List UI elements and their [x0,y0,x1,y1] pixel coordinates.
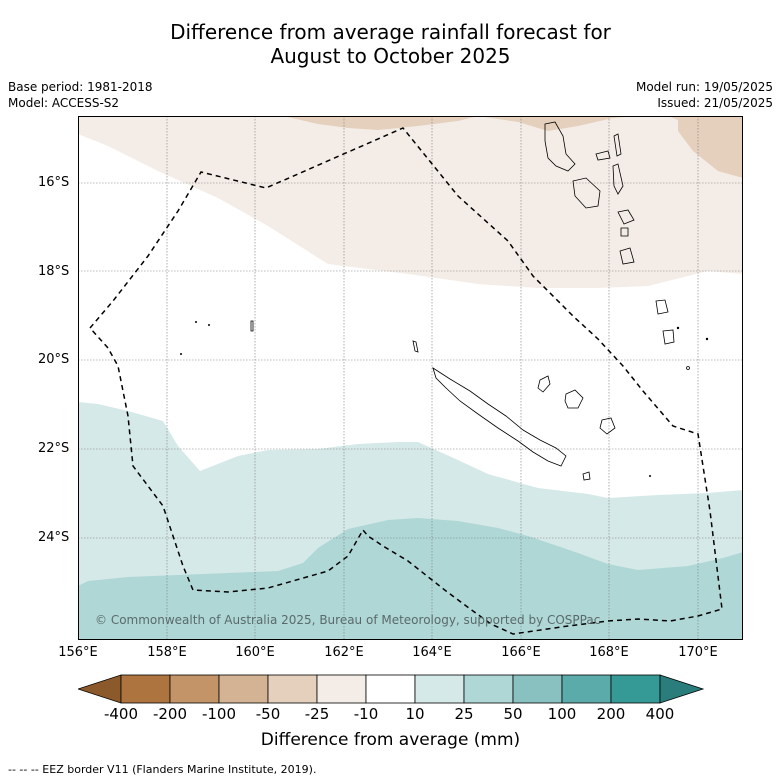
colorbar-tick-label: 25 [454,705,474,723]
title-line-1: Difference from average rainfall forecas… [170,20,611,44]
loyalty-island-mare [599,417,616,435]
colorbar-tick-label: 10 [405,705,425,723]
colorbar-bin-1 [120,674,171,704]
eez-border [89,127,723,635]
colorbar-tick-label: -400 [103,705,139,723]
colorbar-bin-10 [561,674,612,704]
base-period: Base period: 1981-2018 [8,80,153,94]
lat-label-18s: 18°S [38,264,70,279]
small-islet-5 [705,337,709,341]
small-islet-1 [195,321,197,323]
meta-right: Model run: 19/05/2025 Issued: 21/05/2025 [636,79,773,111]
graticule [78,116,743,640]
colorbar-tick-label: -50 [255,705,281,723]
colorbar-tick-label: -200 [152,705,188,723]
new-caledonia-island [432,367,567,467]
eez-legend-note: -- -- -- EEZ border V11 (Flanders Marine… [8,763,317,776]
lon-label-162e: 162°E [324,645,364,660]
lon-label-158e: 158°E [147,645,187,660]
contour-wet-medium [78,518,743,640]
colorbar-bin-4 [267,674,318,704]
issued-date: Issued: 21/05/2025 [657,96,773,110]
loyalty-island-lifou [564,389,584,409]
lon-label-156e: 156°E [58,645,98,660]
vanuatu-ambae [595,150,611,161]
colorbar-tick-label: -100 [201,705,237,723]
colorbar-bin-2 [169,674,220,704]
meta-left: Base period: 1981-2018 Model: ACCESS-S2 [8,79,153,111]
lon-label-166e: 166°E [501,645,541,660]
lat-label-20s: 20°S [38,352,70,367]
lat-label-24s: 24°S [38,530,70,545]
contour-dry-light [78,116,743,288]
colorbar [78,674,705,704]
vanuatu-epi [619,247,635,265]
vanuatu-pentecost [612,163,624,195]
belep-islands [412,340,419,353]
small-islet-2 [180,353,182,355]
map-border [78,116,743,640]
colorbar-tick-label: -10 [353,705,379,723]
vanuatu-espiritu-santo [544,121,576,172]
colorbar-bin-8 [463,674,514,704]
colorbar-arrow-high [659,674,705,704]
colorbar-bin-3 [218,674,269,704]
isle-of-pines [582,471,591,481]
colorbar-bin-6 [365,674,416,704]
lon-label-164e: 164°E [412,645,452,660]
colorbar-tick-label: 50 [503,705,523,723]
small-islet-4 [676,326,680,330]
map-panel [78,116,743,640]
small-islet-7 [686,366,690,370]
lon-label-160e: 160°E [235,645,275,660]
contour-dry-medium [283,116,743,152]
colorbar-bin-5 [316,674,367,704]
model-run: Model run: 19/05/2025 [635,80,773,94]
colorbar-bin-11 [610,674,661,704]
vanuatu-erromango [655,299,669,315]
map-title: Difference from average rainfall forecas… [0,20,781,68]
colorbar-tick-label: 200 [596,705,626,723]
lon-label-170e: 170°E [678,645,718,660]
small-islet-6 [649,475,651,477]
contour-dry-medium-2 [678,116,743,178]
colorbar-tick-label: 100 [547,705,577,723]
loyalty-island-ouvea [537,375,551,393]
lat-label-22s: 22°S [38,441,70,456]
vanuatu-small-island [620,227,629,237]
vanuatu-tanna [662,329,675,345]
colorbar-bin-7 [414,674,465,704]
lon-label-168e: 168°E [589,645,629,660]
vanuatu-malekula [572,177,601,209]
copyright-text: © Commonwealth of Australia 2025, Bureau… [95,613,601,627]
model-name: Model: ACCESS-S2 [8,96,120,110]
vanuatu-efate [617,209,635,225]
small-islet-3 [208,324,210,326]
title-line-2: August to October 2025 [270,44,511,68]
colorbar-bin-9 [512,674,563,704]
lat-label-16s: 16°S [38,175,70,190]
chesterfield-islet [250,320,254,332]
colorbar-title: Difference from average (mm) [260,730,521,750]
vanuatu-maewo [613,133,622,157]
colorbar-arrow-low [78,674,122,704]
colorbar-tick-label: 400 [645,705,675,723]
colorbar-tick-label: -25 [304,705,330,723]
